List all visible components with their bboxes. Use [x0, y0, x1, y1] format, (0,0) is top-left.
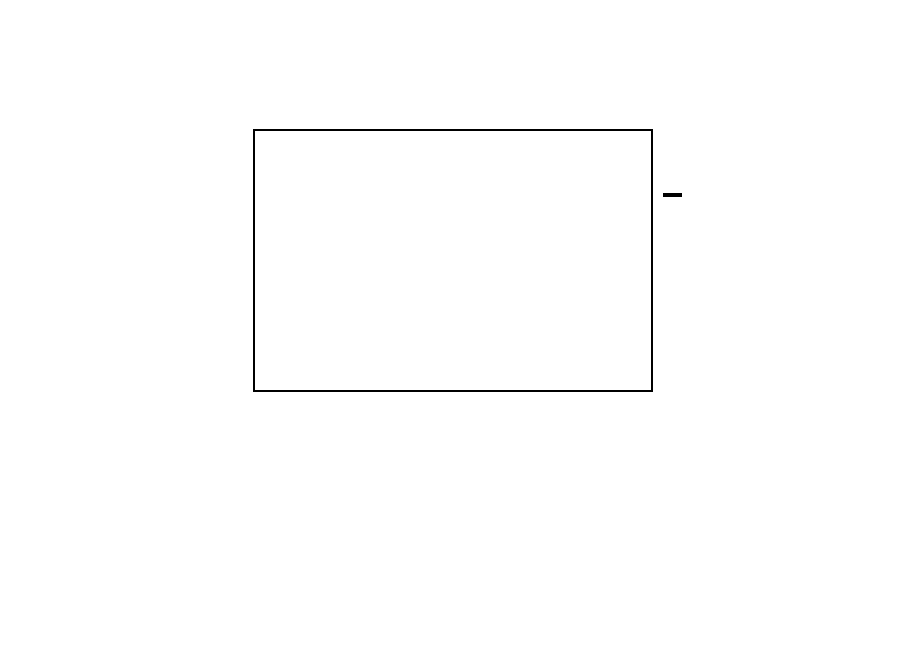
contour-field-canvas — [255, 131, 651, 390]
plot-frame — [253, 129, 653, 392]
colorbar — [663, 193, 682, 197]
